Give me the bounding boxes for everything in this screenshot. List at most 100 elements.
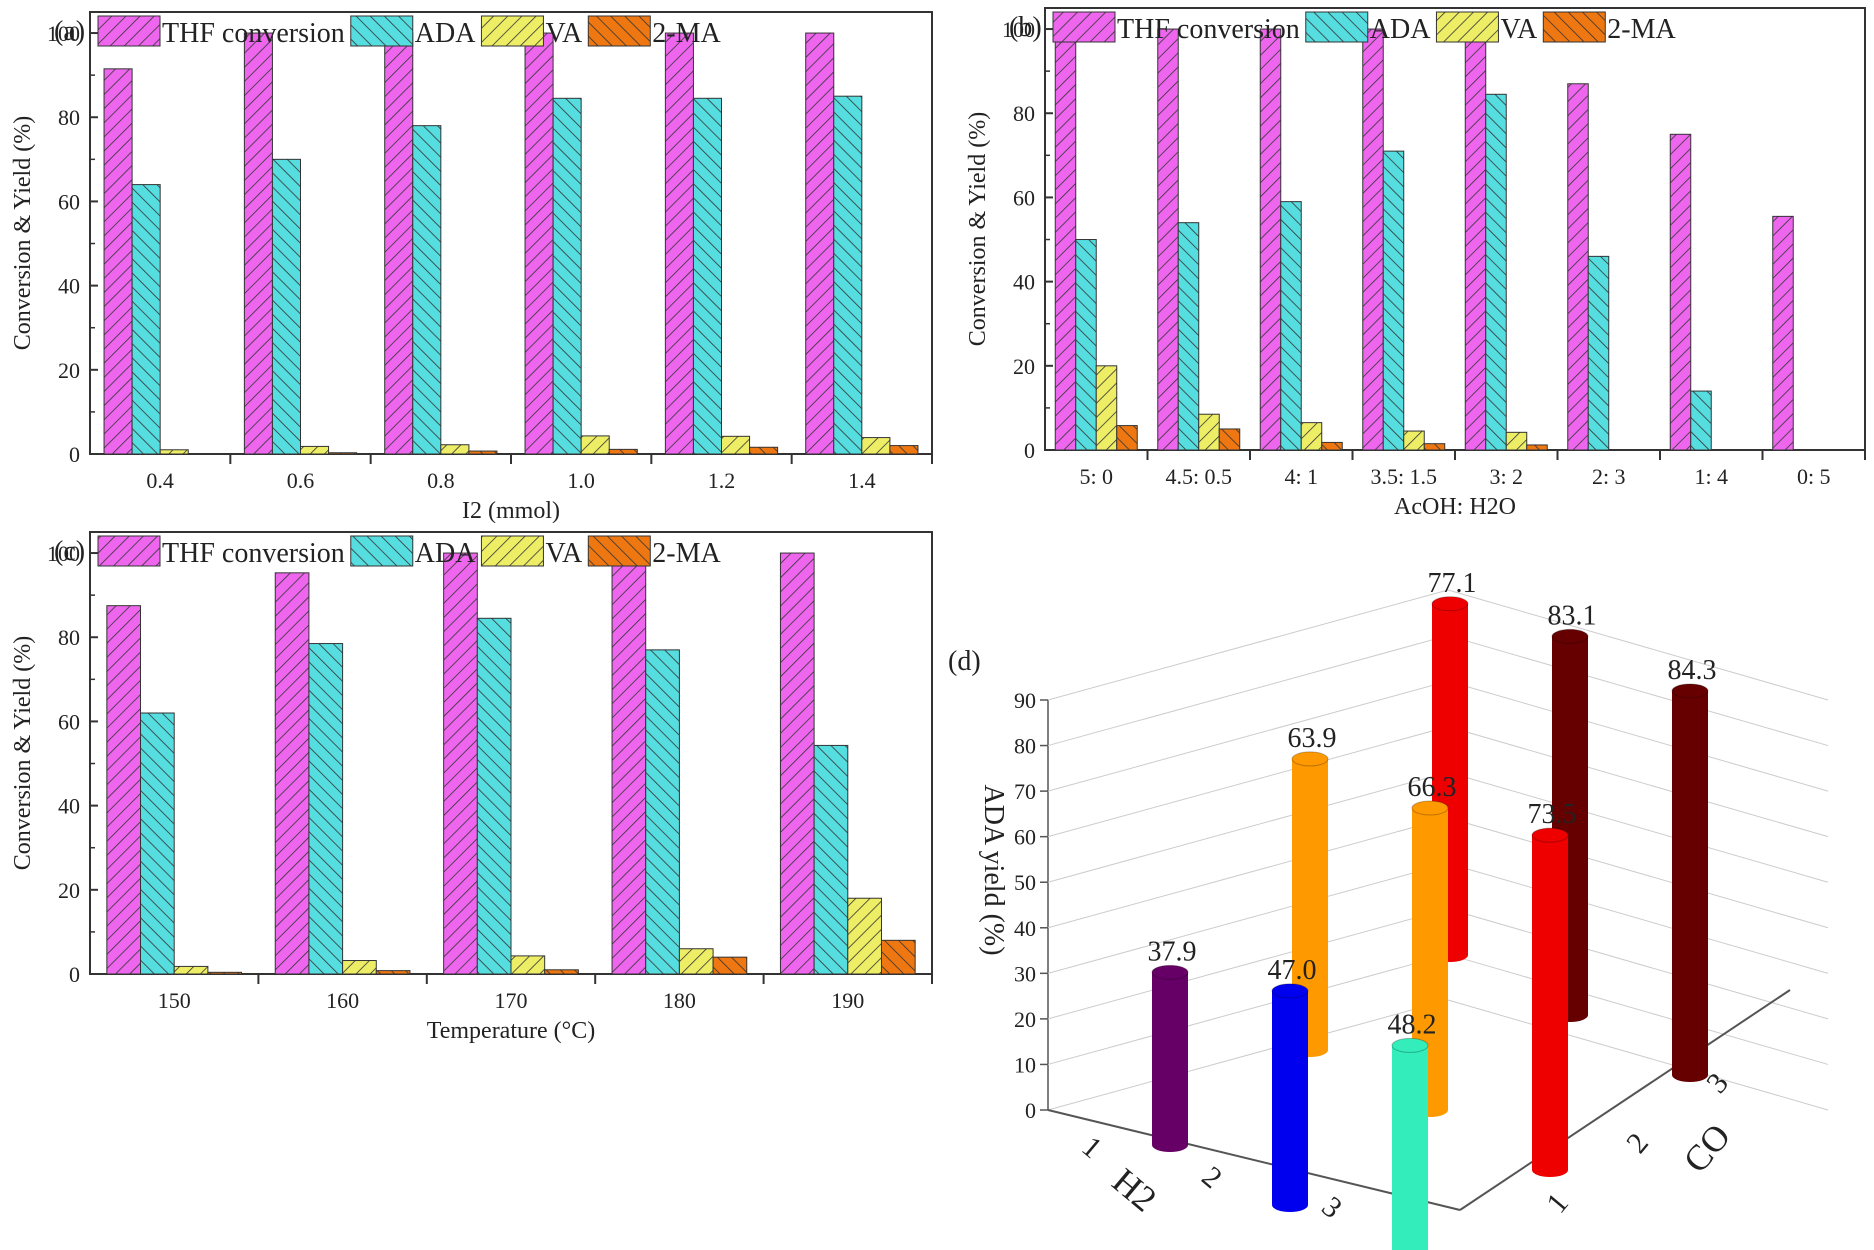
h2-tick-label: 1 [1076, 1130, 1109, 1165]
bar-va [1505, 431, 1528, 451]
bar-thf-conversion [243, 32, 273, 455]
legend-swatch [587, 535, 651, 567]
y-tick-label: 20 [1013, 354, 1035, 379]
bar-va [847, 897, 882, 975]
z-tick-label: 0 [1025, 1098, 1036, 1123]
legend-swatch [97, 15, 161, 47]
bar-2-ma [712, 956, 748, 975]
panel-d: (d) 0 10 20 30 40 50 60 70 80 90 ADA yield (%) 1 2 3 1 2… [948, 568, 1829, 1250]
h2-tick-label: 3 [1316, 1190, 1349, 1225]
bar-ada [1280, 201, 1302, 451]
x-tick-label: 5: 0 [1079, 464, 1113, 489]
bar-thf-conversion [1464, 28, 1487, 451]
cylinder-body [1272, 990, 1308, 1205]
co-tick-label: 1 [1540, 1187, 1575, 1220]
bar-va [1095, 365, 1118, 451]
legend-label: 2-MA [652, 18, 721, 49]
z-tick-label: 20 [1014, 1007, 1036, 1032]
x-tick-label: 0.4 [146, 468, 174, 493]
bar-ada [1485, 93, 1507, 451]
gridline [1047, 635, 1449, 747]
bar-thf-conversion [664, 32, 694, 455]
bar-thf-conversion [779, 552, 815, 975]
bar-2-ma [1321, 441, 1343, 451]
gridline [1447, 999, 1829, 1111]
y-tick-label: 80 [58, 625, 80, 650]
gridline [1447, 817, 1829, 929]
bar-va [173, 965, 209, 975]
bar-va [300, 445, 330, 455]
panel-c: 0 20 40 60 80 100 Conversion & Yield (%) 150 160… [10, 531, 933, 1044]
z-tick-label: 90 [1014, 688, 1036, 713]
legend-label: THF conversion [162, 538, 345, 569]
x-tick-label: 0.8 [427, 468, 455, 493]
data-label: 47.0 [1268, 955, 1317, 986]
bar-thf-conversion [274, 572, 310, 975]
bar-thf-conversion [103, 68, 133, 455]
cylinder-top [1291, 751, 1329, 767]
bar-2-ma [468, 450, 498, 455]
z-tick-label: 30 [1014, 961, 1036, 986]
gridline [1447, 726, 1829, 838]
y-axis-label: Conversion & Yield (%) [10, 636, 36, 870]
y-tick-label: 40 [1013, 270, 1035, 295]
y-tick-label: 80 [1013, 101, 1035, 126]
bar-va [1198, 413, 1220, 451]
gridline [1047, 817, 1449, 929]
bar-ada [813, 744, 849, 975]
z-tick-label: 70 [1014, 779, 1036, 804]
x-tick-label: 3: 2 [1489, 464, 1523, 489]
panel-a: 0 20 40 60 80 100 Conversion & Yield (%) 0.4 0.6… [10, 11, 933, 524]
co-tick-label: 2 [1620, 1127, 1655, 1160]
co-axis [1459, 989, 1791, 1211]
panel-label: (d) [948, 646, 981, 677]
bar-2-ma [1526, 444, 1548, 451]
x-tick-label: 1.2 [708, 468, 736, 493]
legend-label: VA [545, 538, 583, 569]
legend-swatch [1542, 11, 1606, 43]
gridline [1447, 908, 1829, 1020]
cylinder-body [1392, 1045, 1428, 1250]
bar-ada [1382, 150, 1405, 451]
cylinder-base [1152, 1138, 1188, 1152]
gridline [1047, 680, 1449, 792]
bar-thf-conversion [384, 32, 414, 455]
y-tick-label: 80 [58, 105, 80, 130]
z-tick-label: 60 [1014, 825, 1036, 850]
bar-ada [1587, 255, 1610, 451]
x-tick-label: 150 [158, 988, 191, 1013]
x-tick-label: 170 [495, 988, 528, 1013]
z-axis-label: ADA yield (%) [978, 784, 1009, 955]
bar-thf-conversion [106, 605, 142, 975]
cylinder-top [1551, 628, 1589, 644]
x-tick-label: 1.4 [848, 468, 876, 493]
bar-thf-conversion [805, 32, 835, 455]
legend-swatch [480, 15, 544, 47]
cylinder-top [1431, 596, 1469, 612]
bar-2-ma [1116, 425, 1138, 451]
bar-va [159, 449, 189, 455]
y-tick-label: 100 [47, 21, 80, 46]
x-tick-label: 3.5: 1.5 [1370, 464, 1437, 489]
cylinder-top [1391, 1037, 1429, 1053]
gridline [1047, 953, 1449, 1065]
bar-thf-conversion [524, 32, 554, 455]
co-axis-label: CO [1675, 1116, 1738, 1180]
legend-label: THF conversion [1117, 14, 1300, 45]
h2-axis-label: H2 [1105, 1160, 1164, 1219]
bar-ada [271, 158, 301, 455]
gridline [1047, 771, 1449, 883]
x-tick-label: 4: 1 [1284, 464, 1318, 489]
data-label: 48.2 [1388, 1009, 1437, 1040]
x-tick-label: 0: 5 [1797, 464, 1831, 489]
bar-ada [1177, 222, 1200, 451]
legend-swatch [97, 535, 161, 567]
bar-thf-conversion [1054, 28, 1077, 451]
x-tick-label: 0.6 [287, 468, 315, 493]
bar-2-ma [375, 970, 411, 975]
x-tick-label: 160 [326, 988, 359, 1013]
z-tick-label: 10 [1014, 1052, 1036, 1077]
legend-swatch [1052, 11, 1116, 43]
bar-va [861, 437, 891, 455]
gridline [1047, 726, 1449, 838]
